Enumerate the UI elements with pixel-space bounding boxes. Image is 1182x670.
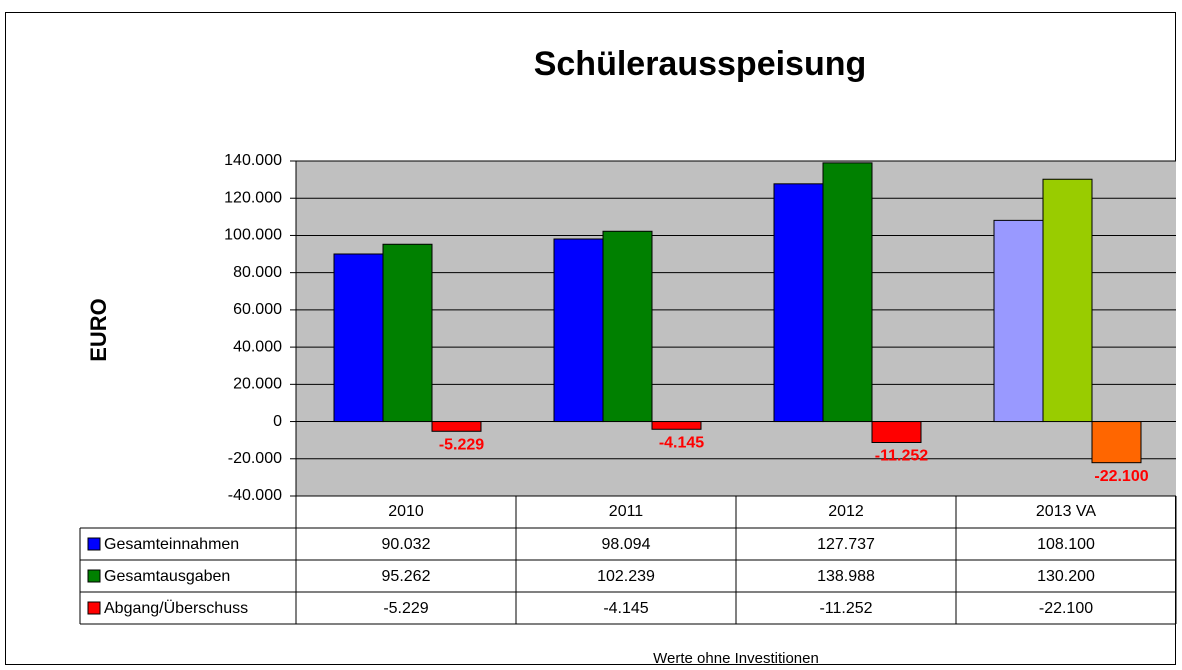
y-tick-label: 100.000 <box>224 227 282 244</box>
legend-key <box>87 569 101 583</box>
category-label: 2011 <box>609 503 644 520</box>
y-tick-label: 140.000 <box>224 152 282 169</box>
bar <box>651 421 702 430</box>
table-value: 130.200 <box>1037 568 1095 585</box>
bar <box>431 421 482 432</box>
bar <box>1091 421 1142 464</box>
table-value: -5.229 <box>383 600 428 617</box>
bar <box>382 243 433 423</box>
table-value: 90.032 <box>382 536 431 553</box>
bar <box>602 230 653 423</box>
note: Werte ohne Investitionen <box>653 650 819 667</box>
bar <box>822 162 873 423</box>
table-value: 98.094 <box>602 536 651 553</box>
y-tick-label: 20.000 <box>233 376 282 393</box>
data-label: -5.229 <box>439 437 484 454</box>
legend-label: Abgang/Überschuss <box>104 599 248 617</box>
table-value: -11.252 <box>819 600 872 617</box>
bar <box>773 183 824 423</box>
table-value: -22.100 <box>1039 600 1093 617</box>
category-label: 2010 <box>388 503 424 520</box>
y-tick-label: 40.000 <box>233 338 282 355</box>
table-value: 102.239 <box>597 568 655 585</box>
y-tick-label: 80.000 <box>233 264 282 281</box>
y-tick-label: 0 <box>273 413 282 430</box>
y-tick-label: 60.000 <box>233 301 282 318</box>
table-value: 127.737 <box>817 536 875 553</box>
y-axis-label: EURO <box>86 298 111 362</box>
category-label: 2012 <box>828 503 864 520</box>
chart-title: Schülerausspeisung <box>534 45 867 83</box>
y-tick-label: -40.000 <box>228 487 282 504</box>
y-tick-label: -20.000 <box>228 450 282 467</box>
y-tick-label: 120.000 <box>224 189 282 206</box>
table-value: 108.100 <box>1037 536 1095 553</box>
legend-label: Gesamteinnahmen <box>104 536 239 553</box>
bar <box>1042 178 1093 423</box>
data-label: -22.100 <box>1094 468 1148 485</box>
bar <box>553 238 604 423</box>
bar <box>993 219 1044 423</box>
table-value: 138.988 <box>817 568 875 585</box>
bar <box>333 253 384 423</box>
table-value: 95.262 <box>382 568 431 585</box>
data-label: -4.145 <box>659 434 704 451</box>
legend-key <box>87 601 101 615</box>
legend-key <box>87 537 101 551</box>
legend-label: Gesamtausgaben <box>104 568 230 585</box>
category-label: 2013 VA <box>1036 503 1097 520</box>
table-value: -4.145 <box>603 600 648 617</box>
bar <box>871 421 922 443</box>
data-label: -11.252 <box>875 448 928 465</box>
